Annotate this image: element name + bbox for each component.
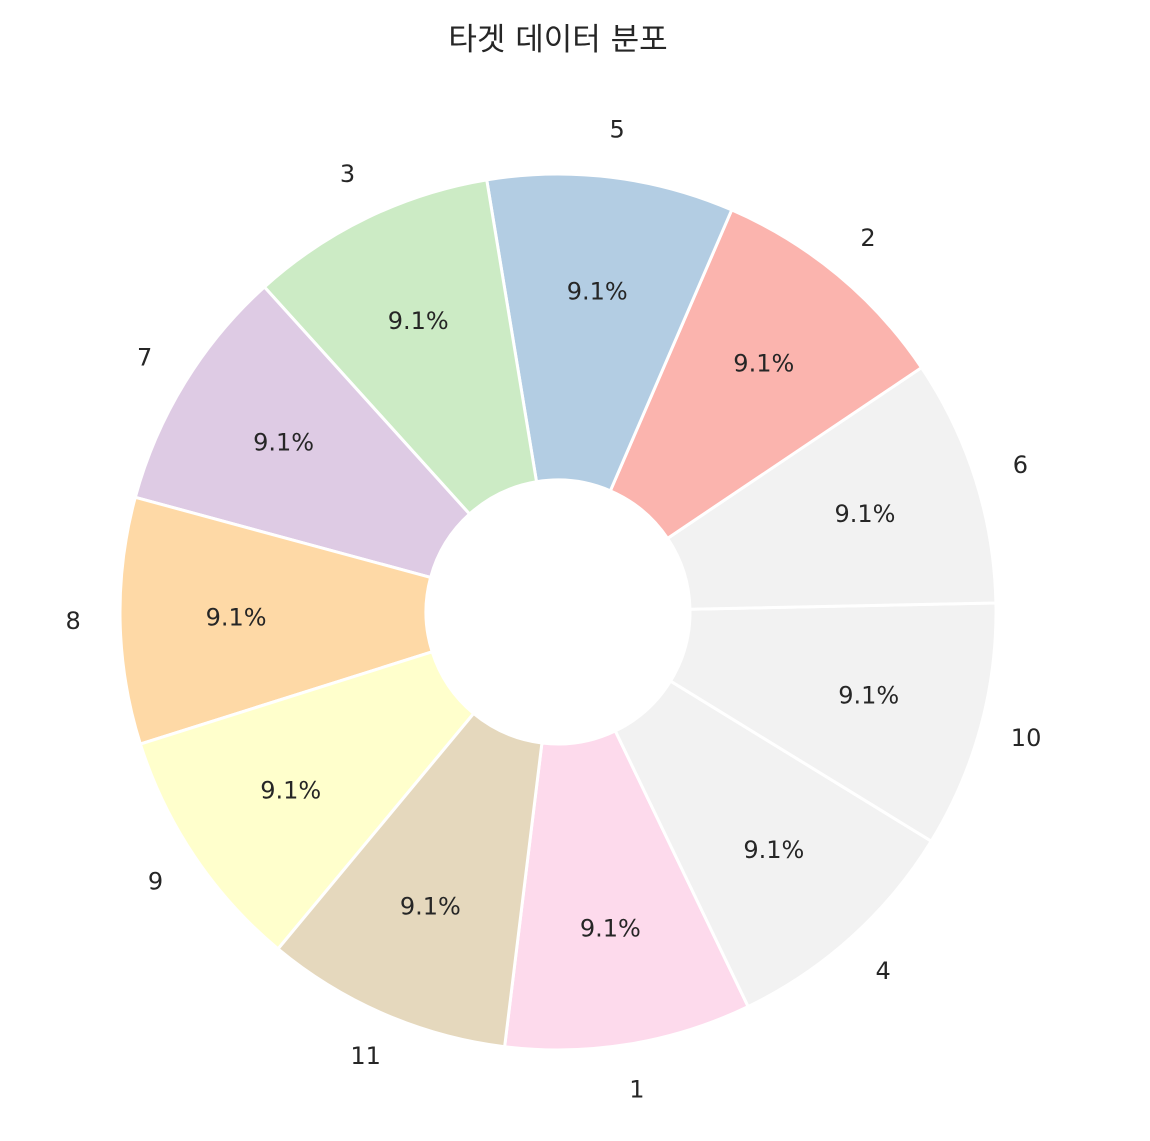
percent-label-5: 9.1% <box>567 277 628 305</box>
pie-slice-6 <box>665 365 998 611</box>
percent-label-9: 9.1% <box>260 777 321 805</box>
percent-label-11: 9.1% <box>400 893 461 921</box>
percent-label-6: 9.1% <box>835 500 896 528</box>
percent-labels-layer: 9.1% 9.1% 9.1% 9.1% 9.1% 9.1% 9.1% 9.1% 9.1% 9.1%… <box>206 277 900 942</box>
category-label-3: 3 <box>340 160 355 188</box>
percent-label-10: 9.1% <box>838 681 899 709</box>
chart-title: 타겟 데이터 분포 <box>448 22 668 58</box>
category-label-10: 10 <box>1011 724 1042 752</box>
percent-label-2: 9.1% <box>733 349 794 377</box>
pie-slice-8 <box>118 495 435 746</box>
category-label-7: 7 <box>137 343 152 371</box>
pie-slice-11 <box>275 711 544 1049</box>
category-label-6: 6 <box>1013 451 1028 479</box>
pie-slice-4 <box>613 678 934 1009</box>
category-label-11: 11 <box>350 1042 381 1070</box>
category-label-2: 2 <box>860 224 875 252</box>
category-label-5: 5 <box>609 116 624 144</box>
category-label-9: 9 <box>148 868 163 896</box>
percent-label-7: 9.1% <box>253 429 314 457</box>
category-label-4: 4 <box>875 957 890 985</box>
percent-label-3: 9.1% <box>388 307 449 335</box>
percent-label-8: 9.1% <box>206 604 267 632</box>
pie-slice-7 <box>133 284 472 580</box>
pie-slice-1 <box>502 728 751 1052</box>
category-label-8: 8 <box>65 607 80 635</box>
slices-layer <box>118 172 998 1052</box>
pie-slice-3 <box>262 178 539 517</box>
percent-label-1: 9.1% <box>580 915 641 943</box>
pie-slice-2 <box>608 207 924 541</box>
pie-slice-10 <box>668 601 998 844</box>
percent-label-4: 9.1% <box>743 836 804 864</box>
pie-slice-9 <box>138 649 476 951</box>
pie-slice-5 <box>485 172 734 493</box>
category-label-1: 1 <box>629 1076 644 1104</box>
